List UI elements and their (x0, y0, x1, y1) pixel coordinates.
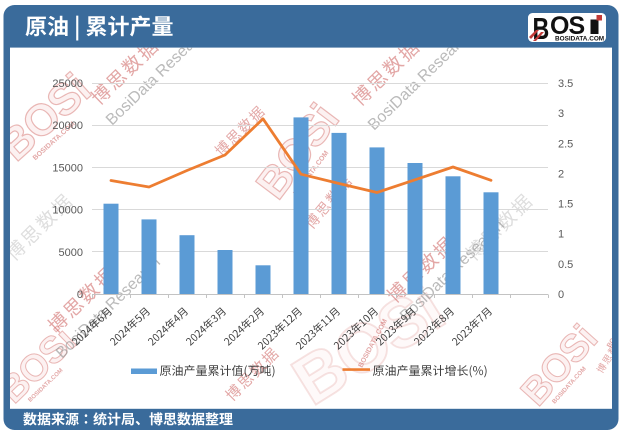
svg-text:2: 2 (558, 168, 564, 180)
svg-text:10000: 10000 (52, 205, 83, 217)
svg-text:1: 1 (558, 229, 564, 241)
svg-text:20000: 20000 (52, 120, 83, 132)
svg-text:1.5: 1.5 (558, 199, 573, 211)
svg-text:25000: 25000 (52, 78, 83, 90)
svg-text:3: 3 (558, 108, 564, 120)
svg-text:0.5: 0.5 (558, 259, 573, 271)
svg-text:15000: 15000 (52, 162, 83, 174)
svg-text:2.5: 2.5 (558, 138, 573, 150)
svg-text:0: 0 (558, 289, 564, 301)
svg-text:BOSIDATA.COM: BOSIDATA.COM (555, 36, 604, 43)
svg-text:OS: OS (550, 12, 584, 40)
svg-text:5000: 5000 (59, 247, 83, 259)
svg-text:3.5: 3.5 (558, 78, 573, 90)
svg-text:0: 0 (77, 289, 83, 301)
